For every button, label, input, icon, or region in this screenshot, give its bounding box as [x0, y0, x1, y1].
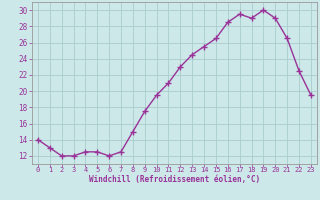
X-axis label: Windchill (Refroidissement éolien,°C): Windchill (Refroidissement éolien,°C): [89, 175, 260, 184]
